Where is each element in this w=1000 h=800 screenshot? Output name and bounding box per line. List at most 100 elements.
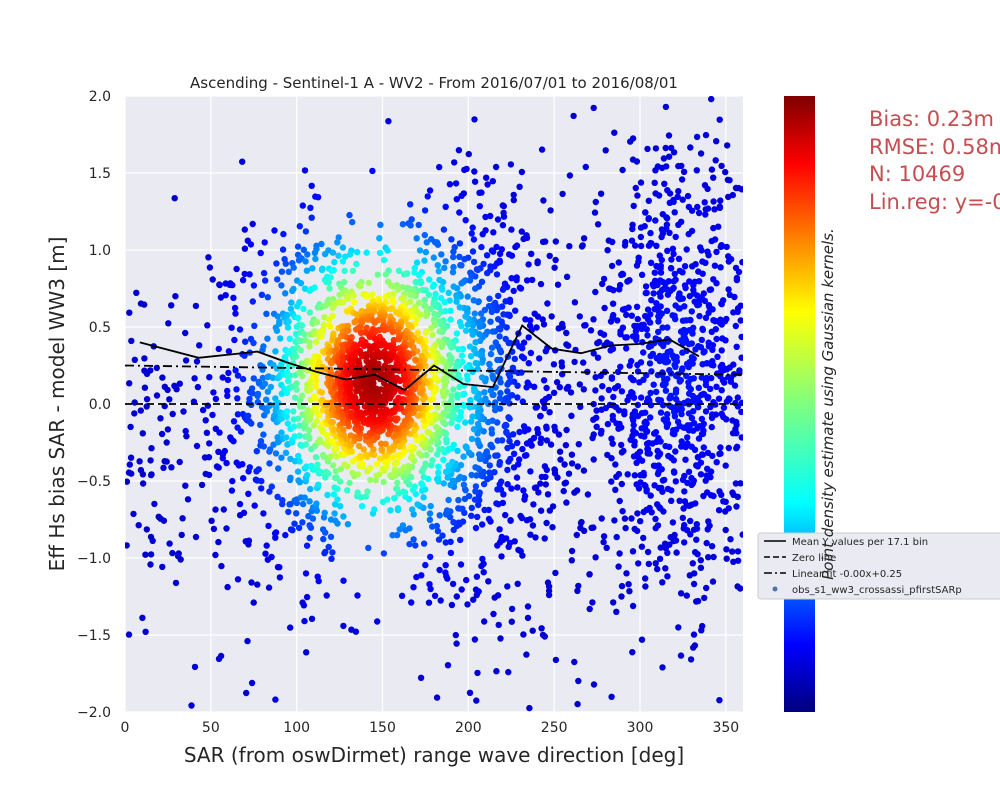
scatter-point: [280, 230, 287, 238]
scatter-point: [537, 507, 545, 514]
scatter-point: [369, 376, 376, 383]
scatter-point: [241, 352, 248, 359]
scatter-point: [390, 442, 397, 450]
scatter-point: [276, 564, 283, 571]
scatter-point: [293, 386, 300, 393]
scatter-point: [241, 270, 248, 278]
scatter-point: [558, 363, 566, 370]
scatter-point: [508, 275, 515, 282]
scatter-point: [457, 561, 465, 568]
scatter-point: [461, 256, 468, 263]
scatter-point: [715, 223, 722, 230]
scatter-point: [330, 295, 337, 303]
scatter-point: [153, 364, 160, 372]
scatter-point: [406, 540, 413, 548]
scatter-point: [312, 454, 320, 461]
scatter-point: [391, 495, 398, 502]
scatter-point: [702, 477, 709, 484]
scatter-point: [473, 697, 480, 704]
scatter-point: [534, 426, 541, 433]
scatter-point: [678, 366, 686, 374]
scatter-point: [282, 434, 290, 441]
scatter-point: [448, 419, 455, 427]
scatter-point: [303, 542, 311, 549]
scatter-point: [651, 179, 658, 186]
scatter-point: [149, 537, 156, 544]
scatter-point: [662, 387, 670, 394]
scatter-point: [643, 326, 650, 333]
scatter-point: [389, 454, 396, 461]
scatter-point: [192, 302, 200, 310]
scatter-point: [455, 346, 462, 353]
scatter-point: [592, 198, 599, 206]
scatter-point: [453, 640, 460, 647]
scatter-point: [312, 338, 320, 346]
scatter-point: [608, 455, 615, 462]
scatter-point: [598, 395, 605, 402]
scatter-point: [390, 283, 397, 290]
scatter-point: [518, 353, 526, 360]
scatter-point: [675, 255, 683, 262]
scatter-point: [594, 354, 602, 361]
scatter-point: [376, 455, 384, 462]
scatter-point: [487, 387, 494, 394]
x-tick-label: 350: [712, 720, 739, 736]
scatter-point: [518, 228, 525, 235]
scatter-point: [449, 477, 457, 484]
scatter-point: [719, 335, 726, 342]
scatter-point: [434, 262, 441, 269]
scatter-point: [447, 549, 455, 557]
scatter-point: [651, 482, 658, 489]
scatter-point: [458, 352, 466, 359]
scatter-point: [729, 430, 737, 437]
scatter-point: [301, 167, 309, 174]
scatter-point: [440, 409, 447, 417]
scatter-point: [700, 349, 707, 356]
scatter-point: [644, 445, 652, 453]
scatter-point: [360, 446, 367, 453]
scatter-point: [436, 163, 443, 171]
scatter-point: [482, 213, 489, 221]
scatter-point: [272, 696, 279, 703]
x-tick-label: 300: [627, 720, 654, 736]
scatter-point: [334, 346, 341, 354]
scatter-point: [610, 287, 617, 294]
scatter-point: [563, 329, 570, 337]
scatter-point: [561, 480, 568, 487]
scatter-point: [532, 404, 539, 411]
scatter-point: [610, 311, 617, 319]
scatter-point: [371, 506, 378, 513]
scatter-point: [260, 443, 267, 450]
scatter-point: [644, 145, 651, 153]
scatter-point: [523, 277, 531, 284]
scatter-point: [609, 238, 616, 246]
scatter-point: [602, 147, 609, 154]
scatter-point: [419, 441, 426, 448]
scatter-point: [442, 562, 449, 569]
scatter-point: [442, 203, 449, 210]
scatter-point: [278, 282, 285, 289]
scatter-point: [139, 480, 147, 487]
scatter-point: [642, 209, 649, 216]
scatter-point: [544, 579, 552, 586]
scatter-point: [157, 415, 164, 422]
scatter-point: [590, 456, 597, 463]
scatter-point: [421, 423, 428, 430]
scatter-point: [690, 282, 697, 289]
scatter-point: [264, 388, 272, 395]
x-tick-label: 50: [202, 720, 220, 736]
scatter-point: [516, 428, 523, 436]
scatter-point: [508, 485, 515, 492]
scatter-point: [698, 336, 705, 344]
scatter-point: [575, 441, 582, 448]
scatter-point: [172, 579, 180, 587]
scatter-point: [708, 237, 715, 245]
scatter-point: [387, 507, 394, 514]
scatter-point: [557, 456, 564, 463]
scatter-point: [395, 286, 402, 293]
scatter-point: [249, 390, 256, 397]
scatter-point: [349, 267, 357, 275]
scatter-point: [647, 229, 654, 237]
scatter-point: [461, 495, 469, 503]
scatter-point: [505, 370, 512, 378]
